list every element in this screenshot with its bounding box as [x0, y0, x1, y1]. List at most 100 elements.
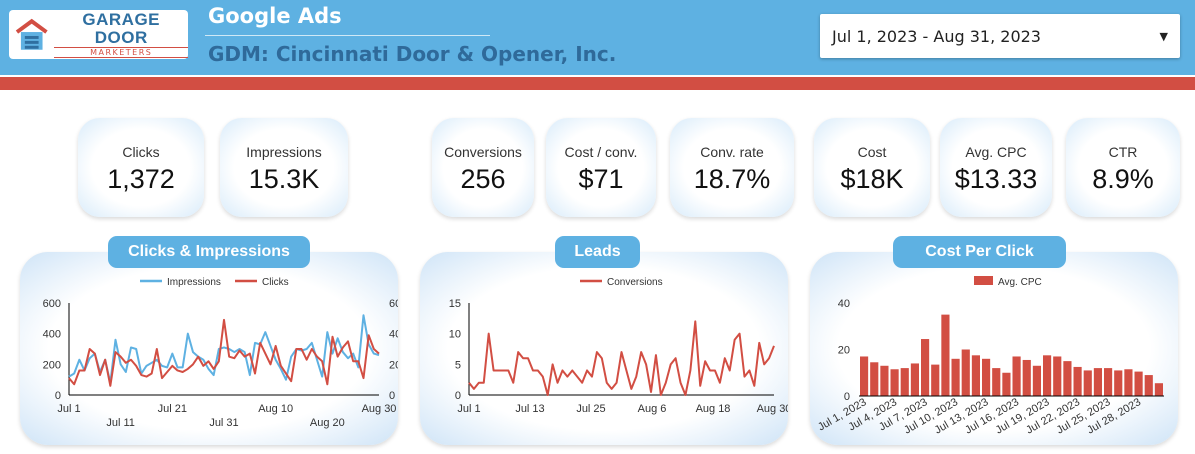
- x-tick-label: Jul 25: [576, 403, 605, 415]
- kpi-label: CTR: [1108, 144, 1138, 160]
- date-range-value: Jul 1, 2023 - Aug 31, 2023: [832, 26, 1041, 46]
- cpc-bar: [1083, 370, 1092, 396]
- cpc-bar: [1073, 366, 1082, 396]
- cpc-panel: Avg. CPC 0 20 40 Jul 1, 2023 Jul 4, 2023 Jul 7…: [810, 252, 1178, 445]
- legend-label: Impressions: [167, 277, 221, 288]
- accent-band: [0, 77, 1195, 90]
- clicks-impressions-chart: Impressions Clicks 0 200 400 600 0 20 40 60 Jul 1 J…: [43, 277, 402, 429]
- x-tick-label: Aug 18: [696, 403, 731, 415]
- garage-icon: [15, 18, 48, 50]
- x-tick-label: Jul 1: [457, 403, 480, 415]
- cpc-bar: [921, 339, 930, 396]
- kpi-value: $71: [578, 164, 624, 194]
- logo-text: GARAGE DOOR: [82, 10, 161, 47]
- legend-swatch: [974, 276, 993, 285]
- y-tick-label: 0: [55, 390, 61, 402]
- cpc-bar: [1154, 383, 1163, 396]
- x-tick-label: Aug 20: [310, 417, 345, 429]
- y2-tick-label: 20: [389, 359, 398, 371]
- kpi-label: Conversions: [444, 144, 522, 160]
- x-tick-label: Aug 10: [258, 403, 293, 415]
- y-tick-label: 20: [838, 345, 850, 357]
- cpc-bar: [1053, 356, 1062, 396]
- y-tick-label: 600: [43, 298, 61, 310]
- cpc-bar: [1134, 371, 1143, 396]
- leads-panel: Conversions 0 5 10 15 Jul 1 Jul 13 Jul 25 Aug 6 A…: [420, 252, 792, 445]
- y-tick-label: 5: [455, 359, 461, 371]
- cpc-bar: [910, 363, 919, 396]
- x-tick-label: Jul 13: [515, 403, 544, 415]
- client-name: GDM: Cincinnati Door & Opener, Inc.: [208, 42, 617, 66]
- kpi-value: 18.7%: [693, 164, 771, 194]
- cpc-bar: [1063, 361, 1072, 396]
- kpi-card: Impressions 15.3K: [220, 118, 348, 217]
- cpc-bar: [992, 368, 1001, 396]
- cpc-bar: [1104, 368, 1113, 396]
- y-tick-label: 400: [43, 329, 61, 341]
- cpc-bar: [1012, 356, 1021, 396]
- y2-tick-label: 0: [389, 390, 395, 402]
- kpi-value: 256: [460, 164, 506, 194]
- cpc-bar: [1032, 365, 1041, 396]
- cpc-bar: [971, 355, 980, 396]
- kpi-card: Clicks 1,372: [78, 118, 204, 217]
- cpc-bar: [1114, 370, 1123, 396]
- cpc-bar: [870, 362, 879, 396]
- date-range-picker[interactable]: Jul 1, 2023 - Aug 31, 2023 ▼: [820, 14, 1180, 58]
- x-tick-label: Aug 30: [757, 403, 788, 415]
- title-divider: [205, 35, 490, 36]
- cpc-bar: [1093, 368, 1102, 396]
- kpi-card: Conv. rate 18.7%: [670, 118, 794, 217]
- cpc-bar: [1144, 375, 1153, 396]
- panel-title-cpc: Cost Per Click: [893, 236, 1066, 268]
- x-tick-label: Jul 31: [209, 417, 238, 429]
- y-tick-label: 15: [449, 298, 461, 310]
- x-tick-label: Jul 1: [57, 403, 80, 415]
- leads-chart: Conversions 0 5 10 15 Jul 1 Jul 13 Jul 25 Aug 6 A…: [449, 277, 792, 415]
- kpi-card: Cost $18K: [814, 118, 930, 217]
- panel-title-clicks-impressions: Clicks & Impressions: [108, 236, 310, 268]
- series-line-conversions: [468, 320, 775, 396]
- cpc-bar: [941, 314, 950, 396]
- kpi-label: Impressions: [246, 144, 322, 160]
- cpc-bar: [890, 369, 899, 396]
- logo-subtext: MARKETERS: [54, 47, 188, 58]
- y2-tick-label: 60: [389, 298, 398, 310]
- series-line-impressions: [68, 314, 380, 384]
- kpi-value: $13.33: [954, 164, 1038, 194]
- kpi-label: Cost / conv.: [564, 144, 638, 160]
- kpi-card: Conversions 256: [432, 118, 534, 217]
- x-tick-label: Jul 21: [158, 403, 187, 415]
- kpi-label: Cost: [857, 144, 887, 160]
- dropdown-caret-icon: ▼: [1159, 29, 1168, 43]
- cpc-bar: [900, 368, 909, 396]
- kpi-card: Avg. CPC $13.33: [940, 118, 1052, 217]
- cpc-bar: [951, 358, 960, 396]
- legend-label: Clicks: [262, 277, 289, 288]
- y-tick-label: 40: [838, 298, 850, 310]
- y-tick-label: 200: [43, 359, 61, 371]
- panel-title-leads: Leads: [555, 236, 640, 268]
- y-tick-label: 0: [455, 390, 461, 402]
- series-line-clicks: [68, 318, 380, 387]
- kpi-value: 15.3K: [248, 164, 320, 194]
- kpi-label: Clicks: [122, 144, 160, 160]
- cpc-bar: [1022, 359, 1031, 396]
- legend-label: Conversions: [607, 277, 663, 288]
- kpi-value: 8.9%: [1092, 164, 1154, 194]
- cpc-bar: [982, 358, 991, 396]
- clicks-impressions-panel: Impressions Clicks 0 200 400 600 0 20 40 60 Jul 1 J…: [20, 252, 402, 445]
- x-tick-label: Aug 6: [638, 403, 667, 415]
- y-tick-label: 0: [844, 391, 850, 403]
- kpi-value: 1,372: [107, 164, 175, 194]
- kpi-label: Avg. CPC: [965, 144, 1027, 160]
- cpc-bar: [961, 349, 970, 396]
- x-tick-label: Jul 11: [106, 417, 135, 429]
- cpc-bar: [860, 356, 869, 396]
- company-logo: GARAGE DOOR MARKETERS: [9, 10, 188, 59]
- y2-tick-label: 40: [389, 329, 398, 341]
- cpc-bar: [1002, 372, 1011, 396]
- cpc-bar: [1043, 355, 1052, 396]
- kpi-value: $18K: [840, 164, 904, 194]
